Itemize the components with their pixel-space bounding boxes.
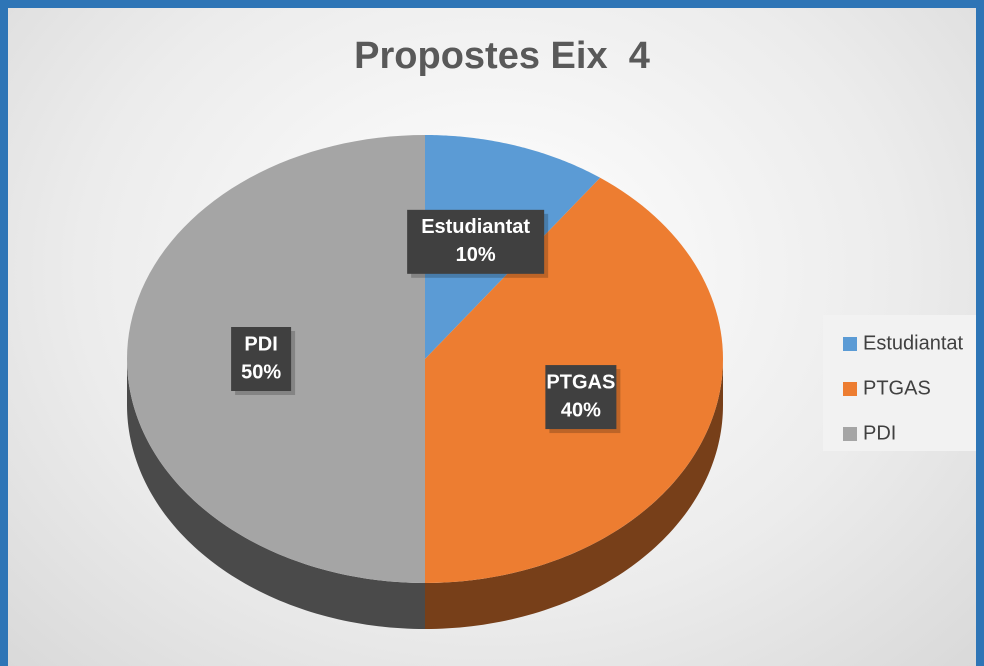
chart-title: Propostes Eix 4 <box>354 35 650 77</box>
data-label-value: 50% <box>241 361 281 383</box>
data-label-value: 40% <box>561 399 601 421</box>
legend-label: PTGAS <box>863 377 931 399</box>
data-label-box <box>407 209 545 274</box>
slice-side <box>127 359 425 629</box>
legend-label: PDI <box>863 422 896 444</box>
legend-swatch <box>843 382 857 396</box>
slice-side <box>425 359 723 629</box>
data-label-name: PTGAS <box>546 371 615 393</box>
data-label-box <box>231 327 292 391</box>
data-label-value: 10% <box>456 244 496 266</box>
legend-swatch <box>843 337 857 351</box>
data-label-box <box>545 365 617 430</box>
data-label-name: PDI <box>244 333 277 355</box>
legend-label: Estudiantat <box>863 332 964 354</box>
data-label-name: Estudiantat <box>421 216 530 238</box>
legend-swatch <box>843 427 857 441</box>
